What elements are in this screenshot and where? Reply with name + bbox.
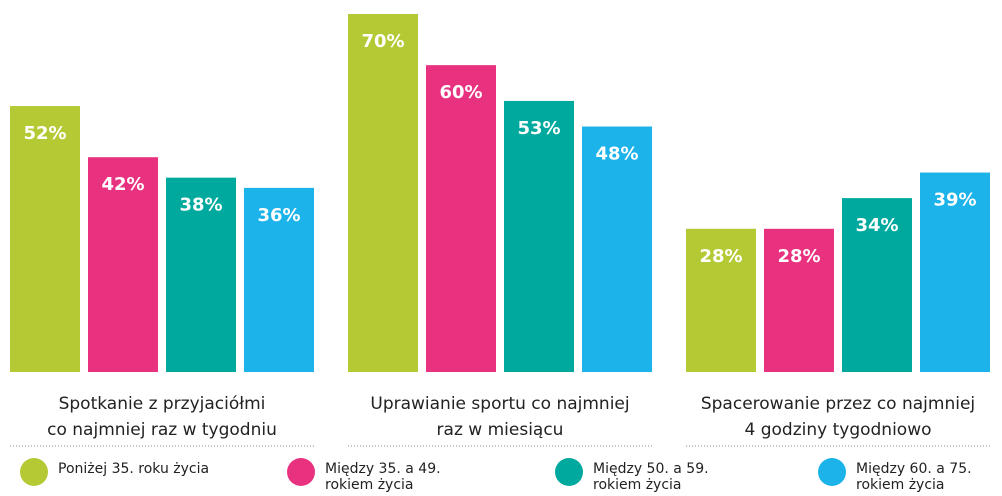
legend-swatch xyxy=(20,458,48,486)
legend-label: Między 35. a 49. rokiem życia xyxy=(325,461,441,493)
bar xyxy=(920,172,990,372)
category-label: raz w miesiącu xyxy=(437,420,564,440)
legend-label: Między 50. a 59. rokiem życia xyxy=(593,461,709,493)
bar xyxy=(348,14,418,372)
value-label: 60% xyxy=(439,82,482,103)
value-label: 52% xyxy=(23,123,66,144)
category-label: Uprawianie sportu co najmniej xyxy=(370,394,629,414)
legend-item: Poniżej 35. roku życia xyxy=(20,458,238,486)
legend-swatch xyxy=(287,458,315,486)
bar xyxy=(686,228,756,372)
bar xyxy=(166,177,236,372)
legend-label: Między 60. a 75. rokiem życia xyxy=(856,461,972,493)
legend-item: Między 60. a 75. rokiem życia xyxy=(818,458,996,493)
bar xyxy=(504,100,574,372)
category-label: Spotkanie z przyjaciółmi xyxy=(59,394,266,414)
legend-item: Między 50. a 59. rokiem życia xyxy=(555,458,733,493)
bar xyxy=(842,198,912,372)
value-label: 36% xyxy=(257,205,300,226)
value-label: 28% xyxy=(777,246,820,267)
legend-swatch xyxy=(555,458,583,486)
legend-item: Między 35. a 49. rokiem życia xyxy=(287,458,465,493)
bar xyxy=(244,187,314,372)
value-label: 38% xyxy=(179,195,222,216)
value-label: 70% xyxy=(361,31,404,52)
category-label: Spacerowanie przez co najmniej xyxy=(701,394,975,414)
value-label: 28% xyxy=(699,246,742,267)
value-label: 48% xyxy=(595,144,638,165)
bar xyxy=(764,228,834,372)
legend-swatch xyxy=(818,458,846,486)
value-label: 39% xyxy=(933,190,976,211)
value-label: 53% xyxy=(517,118,560,139)
category-label: 4 godziny tygodniowo xyxy=(745,420,932,440)
bar xyxy=(426,65,496,373)
bar xyxy=(10,106,80,373)
category-label: co najmniej raz w tygodniu xyxy=(47,420,277,440)
value-label: 34% xyxy=(855,215,898,236)
value-label: 42% xyxy=(101,174,144,195)
bar xyxy=(88,157,158,372)
bar xyxy=(582,126,652,372)
legend-label: Poniżej 35. roku życia xyxy=(58,461,210,477)
